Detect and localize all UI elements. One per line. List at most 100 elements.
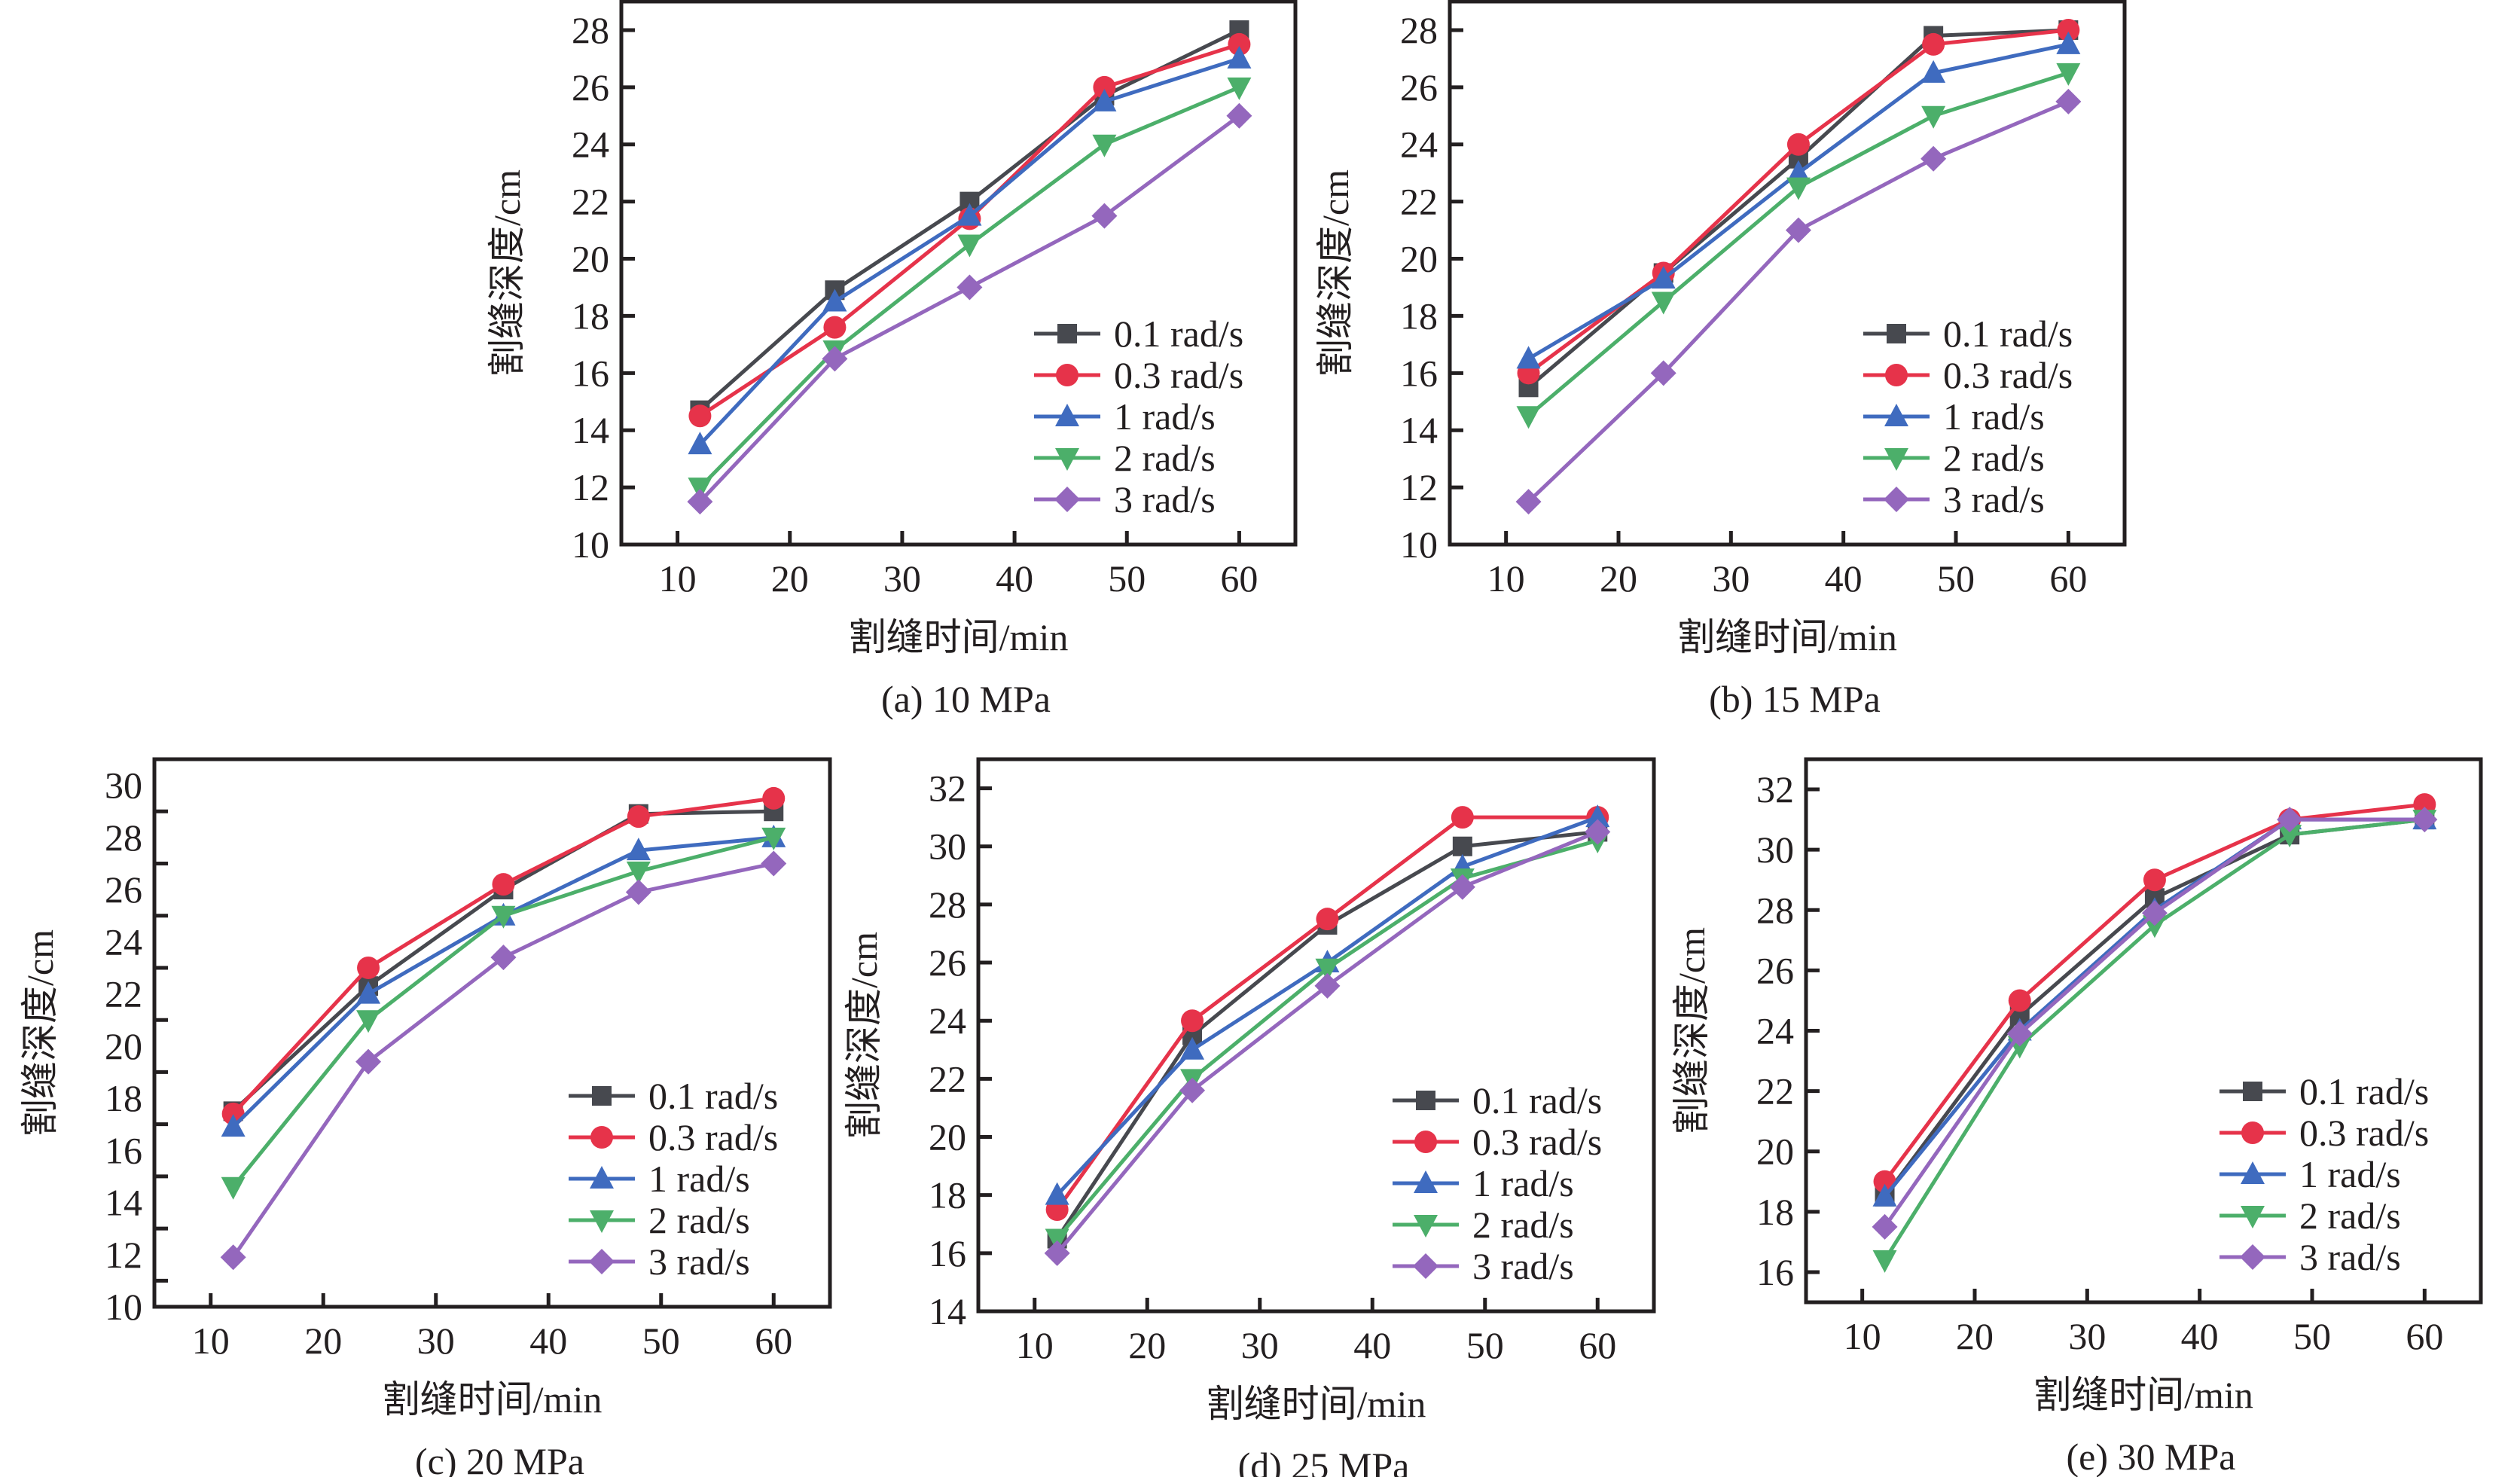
legend-marker bbox=[1887, 324, 1906, 343]
y-tick-label: 14 bbox=[1400, 409, 1438, 451]
legend-marker bbox=[590, 1166, 614, 1189]
y-tick-label: 16 bbox=[572, 352, 609, 394]
data-point bbox=[2056, 63, 2081, 86]
data-point bbox=[2412, 807, 2438, 833]
x-tick-label: 60 bbox=[755, 1320, 792, 1362]
y-tick-label: 22 bbox=[929, 1057, 966, 1100]
data-point bbox=[1093, 75, 1116, 99]
data-point bbox=[1180, 1036, 1205, 1060]
data-point bbox=[1045, 1228, 1069, 1252]
x-tick-label: 20 bbox=[304, 1320, 342, 1362]
data-point bbox=[2006, 1021, 2033, 1047]
y-axis-title: 割缝深度/cm bbox=[486, 169, 528, 377]
data-point bbox=[1044, 1240, 1070, 1266]
x-tick-label: 50 bbox=[642, 1320, 680, 1362]
x-tick-label: 20 bbox=[1956, 1315, 1994, 1357]
x-tick-label: 60 bbox=[1220, 557, 1258, 600]
x-tick-label: 20 bbox=[771, 557, 809, 600]
data-point bbox=[1650, 360, 1676, 386]
legend-item: 1 rad/s bbox=[569, 1158, 750, 1200]
chart-caption: (c) 20 MPa bbox=[415, 1440, 584, 1477]
legend-label: 0.3 rad/s bbox=[2299, 1112, 2429, 1154]
legend-item: 0.1 rad/s bbox=[2219, 1070, 2429, 1112]
legend-item: 2 rad/s bbox=[1393, 1204, 1574, 1246]
series-1-rad-s bbox=[1516, 31, 2081, 369]
data-point bbox=[688, 404, 712, 428]
legend-marker bbox=[1413, 1253, 1438, 1279]
legend-label: 3 rad/s bbox=[648, 1240, 750, 1283]
legend: 0.1 rad/s0.3 rad/s1 rad/s2 rad/s3 rad/s bbox=[569, 1075, 778, 1283]
y-tick-label: 16 bbox=[929, 1232, 966, 1274]
data-point bbox=[1314, 972, 1341, 999]
plot-frame bbox=[152, 757, 832, 1309]
legend-label: 3 rad/s bbox=[1114, 478, 1216, 520]
series-3-rad-s bbox=[220, 850, 787, 1271]
y-tick-label: 10 bbox=[105, 1286, 142, 1328]
y-tick-label: 22 bbox=[105, 973, 142, 1015]
legend-marker bbox=[1055, 448, 1079, 471]
y-tick-label: 14 bbox=[105, 1182, 142, 1224]
x-tick-label: 30 bbox=[417, 1320, 455, 1362]
x-axis-title: 割缝时间/min bbox=[383, 1378, 603, 1421]
legend-item: 0.3 rad/s bbox=[569, 1116, 778, 1158]
series-line bbox=[1527, 42, 2069, 361]
y-tick-label: 30 bbox=[929, 825, 966, 868]
chart-e: 10 20 30 40 50 60 16 18 20 22 24 26 28 30 32 割缝时间/min 割缝… bbox=[1670, 757, 2483, 1477]
data-point bbox=[688, 432, 712, 455]
x-tick-label: 40 bbox=[996, 557, 1033, 600]
y-tick-label: 22 bbox=[1400, 181, 1438, 223]
y-tick-label: 28 bbox=[929, 883, 966, 926]
data-point bbox=[822, 288, 847, 312]
legend-label: 2 rad/s bbox=[1114, 437, 1216, 479]
data-point bbox=[1227, 77, 1252, 100]
legend: 0.1 rad/s0.3 rad/s1 rad/s2 rad/s3 rad/s bbox=[2219, 1070, 2429, 1278]
data-point bbox=[1516, 406, 1541, 429]
data-point bbox=[1872, 1250, 1897, 1273]
chart-caption: (b) 15 MPa bbox=[1709, 678, 1881, 720]
series-3-rad-s bbox=[1872, 807, 2438, 1240]
legend-item: 3 rad/s bbox=[1863, 478, 2045, 520]
y-axis-title: 割缝深度/cm bbox=[19, 929, 61, 1137]
legend-label: 1 rad/s bbox=[1472, 1162, 1574, 1204]
data-point bbox=[2142, 915, 2167, 938]
chart-a: 10 20 30 40 50 60 10 12 14 16 18 20 22 24 26 28 割缝时间/min… bbox=[486, 0, 1298, 720]
data-point bbox=[1921, 60, 1946, 83]
y-tick-label: 26 bbox=[1400, 66, 1438, 108]
x-tick-label: 60 bbox=[2049, 557, 2087, 600]
y-tick-label: 24 bbox=[1400, 124, 1438, 166]
data-point bbox=[1092, 88, 1117, 111]
legend-label: 3 rad/s bbox=[1943, 478, 2045, 520]
x-tick-label: 10 bbox=[192, 1320, 230, 1362]
y-tick-label: 28 bbox=[1400, 9, 1438, 51]
data-point bbox=[957, 234, 982, 258]
y-tick-label: 20 bbox=[929, 1116, 966, 1158]
chart-c: 10 20 30 40 50 60 10 12 14 16 18 20 22 24 26 28 30 割缝时间/m… bbox=[19, 757, 832, 1477]
legend-label: 0.1 rad/s bbox=[1943, 313, 2073, 355]
data-point bbox=[1451, 806, 1474, 829]
x-tick-label: 60 bbox=[1579, 1324, 1616, 1366]
data-point bbox=[822, 346, 848, 372]
data-point bbox=[1227, 45, 1252, 69]
legend-marker bbox=[590, 1126, 613, 1149]
legend-label: 1 rad/s bbox=[1943, 395, 2045, 438]
legend-item: 0.1 rad/s bbox=[569, 1075, 778, 1117]
legend-marker bbox=[2243, 1082, 2262, 1101]
data-point bbox=[1515, 489, 1542, 515]
x-tick-label: 40 bbox=[529, 1320, 567, 1362]
legend-label: 0.3 rad/s bbox=[1472, 1121, 1602, 1163]
data-point bbox=[1452, 836, 1472, 856]
y-tick-label: 30 bbox=[1756, 829, 1794, 871]
x-tick-label: 50 bbox=[1108, 557, 1146, 600]
y-tick-label: 24 bbox=[1756, 1010, 1794, 1052]
data-point bbox=[761, 827, 786, 850]
x-tick-label: 40 bbox=[1825, 557, 1863, 600]
legend-item: 2 rad/s bbox=[1034, 437, 1216, 479]
x-tick-label: 30 bbox=[883, 557, 921, 600]
legend-marker bbox=[1054, 487, 1080, 512]
data-point bbox=[1786, 133, 1810, 156]
legend-label: 1 rad/s bbox=[1114, 395, 1216, 438]
y-tick-label: 26 bbox=[105, 868, 142, 911]
legend-item: 1 rad/s bbox=[1393, 1162, 1574, 1204]
legend-label: 0.1 rad/s bbox=[1114, 313, 1243, 355]
